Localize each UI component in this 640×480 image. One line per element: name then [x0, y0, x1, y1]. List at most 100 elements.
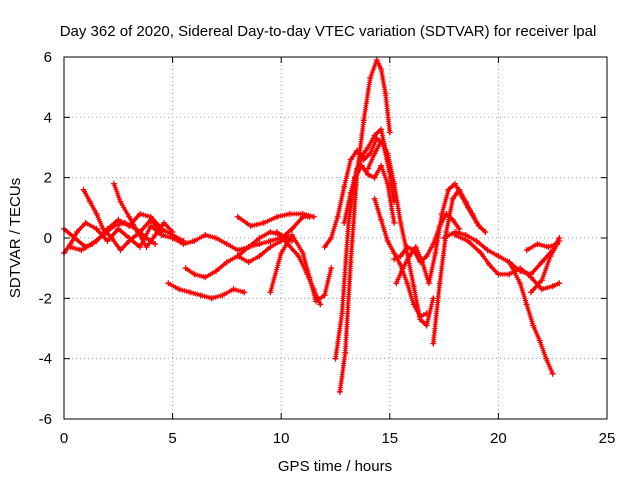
data-point: [267, 228, 274, 235]
data-point: [517, 280, 524, 287]
series-track-8: [165, 280, 248, 302]
data-point: [495, 253, 502, 260]
data-point: [371, 150, 378, 157]
data-point: [360, 150, 367, 157]
y-tick-label: 0: [44, 230, 52, 247]
data-point: [89, 241, 96, 248]
x-tick-label: 25: [599, 430, 616, 447]
data-point: [527, 274, 534, 281]
data-point: [397, 253, 404, 260]
data-point: [462, 198, 469, 205]
data-point: [108, 235, 115, 241]
x-tick-label: 0: [60, 430, 68, 447]
data-point: [82, 219, 89, 226]
data-point: [484, 247, 491, 254]
data-point: [412, 244, 419, 251]
data-point: [117, 198, 124, 205]
data-point: [543, 355, 550, 362]
data-point: [328, 265, 335, 272]
data-point: [245, 259, 252, 266]
chart-title: Day 362 of 2020, Sidereal Day-to-day VTE…: [60, 23, 597, 40]
data-point: [436, 280, 443, 287]
data-point: [391, 256, 398, 263]
data-point: [191, 271, 198, 278]
data-point: [321, 244, 328, 251]
data-point: [354, 165, 361, 172]
x-tick-label: 15: [381, 430, 398, 447]
data-point: [367, 75, 374, 82]
data-point: [527, 289, 534, 296]
data-point: [223, 241, 230, 248]
data-point: [417, 313, 424, 320]
data-point: [386, 129, 393, 136]
data-point: [441, 235, 448, 241]
data-point: [538, 277, 545, 284]
data-point: [397, 219, 404, 226]
data-point: [234, 247, 241, 254]
series-track-25: [527, 238, 563, 296]
data-point: [245, 244, 252, 251]
data-point: [126, 238, 133, 245]
data-point: [267, 244, 274, 251]
data-point: [74, 228, 81, 235]
data-point: [223, 259, 230, 266]
data-point: [443, 228, 450, 235]
data-point: [93, 210, 100, 217]
data-point: [406, 253, 413, 260]
data-point: [341, 183, 348, 190]
data-point: [284, 241, 291, 248]
data-point: [547, 253, 554, 260]
data-point: [545, 244, 552, 251]
data-point: [213, 235, 220, 241]
data-point: [202, 274, 209, 281]
data-point: [137, 244, 144, 251]
data-point: [456, 225, 463, 232]
data-point: [438, 210, 445, 217]
data-point: [169, 228, 176, 235]
data-point: [391, 219, 398, 226]
data-point: [410, 301, 417, 308]
data-point: [321, 292, 328, 299]
data-point: [115, 216, 122, 223]
data-point: [393, 280, 400, 287]
data-point: [371, 174, 378, 181]
x-tick-label: 20: [490, 430, 507, 447]
data-point: [451, 180, 458, 187]
data-point: [289, 231, 296, 238]
data-point: [430, 340, 437, 347]
x-axis-label: GPS time / hours: [278, 458, 392, 475]
series-track-10: [234, 210, 317, 229]
series-track-4: [110, 180, 176, 251]
data-point: [371, 195, 378, 202]
plot-frame: [63, 56, 608, 420]
series-track-26: [523, 241, 561, 254]
data-point: [342, 349, 349, 356]
data-point: [430, 295, 437, 302]
data-point: [299, 250, 306, 257]
data-point: [360, 117, 367, 124]
data-point: [469, 210, 476, 217]
data-point: [295, 253, 302, 260]
data-point: [117, 247, 124, 254]
data-point: [247, 222, 254, 229]
data-point: [536, 337, 543, 344]
data-point: [371, 132, 378, 139]
data-point: [278, 250, 285, 257]
data-point: [169, 235, 176, 241]
data-point: [234, 213, 241, 220]
data-point: [425, 280, 432, 287]
data-point: [478, 250, 485, 257]
data-point: [554, 241, 561, 248]
data-point: [93, 225, 100, 232]
data-point: [378, 126, 385, 133]
data-point: [378, 216, 385, 223]
y-tick-label: -4: [39, 351, 52, 368]
data-point: [241, 289, 248, 296]
data-point: [462, 231, 469, 238]
data-point: [534, 241, 541, 248]
data-point: [260, 219, 267, 226]
data-point: [530, 322, 537, 329]
data-point: [549, 370, 556, 377]
data-point: [208, 295, 215, 302]
data-point: [186, 289, 193, 296]
